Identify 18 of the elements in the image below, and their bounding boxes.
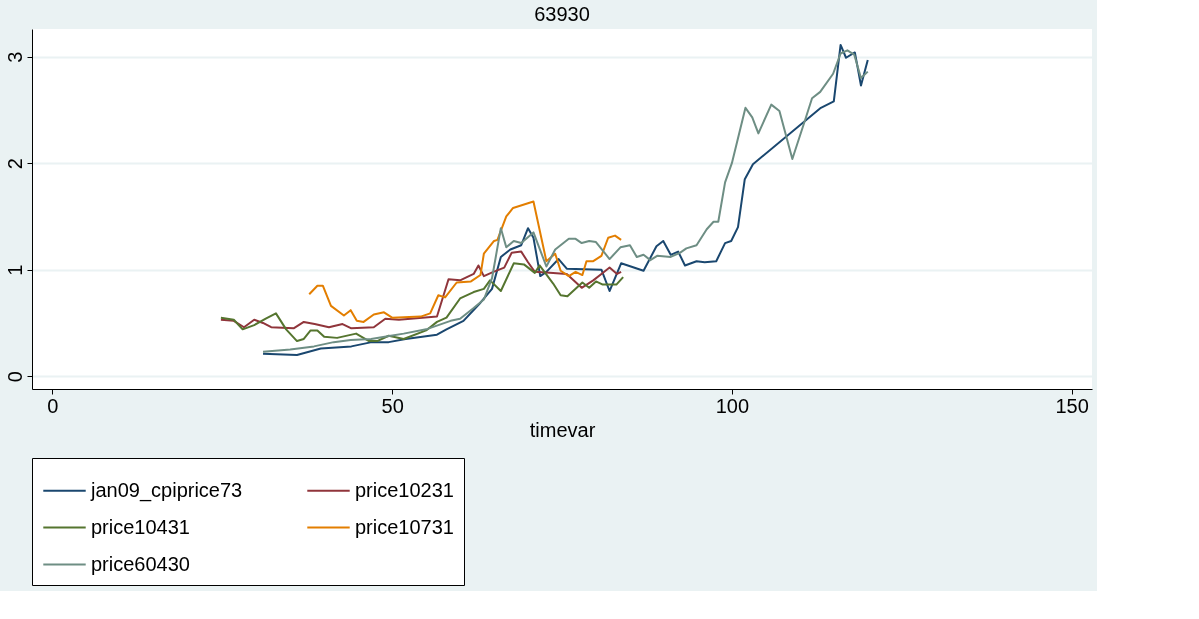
legend-label: price60430: [91, 552, 190, 575]
x-axis-title: timevar: [529, 418, 596, 441]
y-tick-label: 1: [3, 264, 26, 276]
legend-label: price10731: [355, 515, 454, 538]
legend-label: jan09_cpiprice73: [90, 478, 243, 502]
x-tick-label: 50: [381, 394, 404, 417]
line-series: [219, 262, 625, 343]
legend-label: price10431: [91, 515, 190, 538]
chart-title: 63930: [534, 3, 590, 25]
legend-label: price10231: [355, 478, 454, 501]
x-tick-label: 150: [1055, 394, 1089, 417]
y-tick-label: 3: [3, 51, 26, 63]
line-series: [308, 200, 623, 323]
line-series: [219, 250, 623, 330]
y-tick-label: 2: [3, 158, 26, 170]
x-tick-label: 100: [715, 394, 750, 417]
y-tick-label: 0: [3, 371, 26, 383]
x-tick-label: 0: [47, 394, 59, 417]
